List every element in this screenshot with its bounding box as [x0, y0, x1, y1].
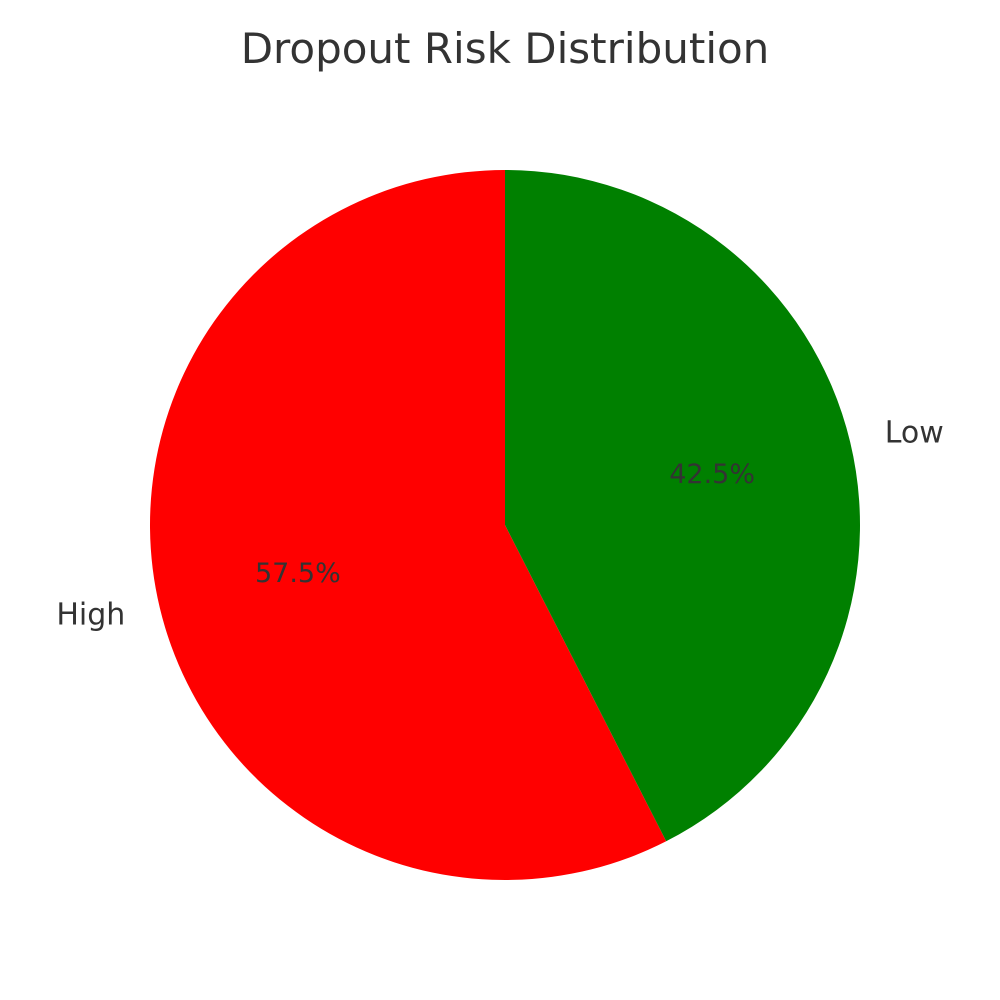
slice-label-high: High — [56, 598, 125, 633]
chart-title: Dropout Risk Distribution — [241, 24, 770, 73]
pie-slice-high — [149, 170, 667, 880]
pie-slice-low — [505, 170, 860, 842]
pie-labels: High 57.5% Low 42.5% — [56, 415, 943, 632]
pie-slices — [149, 170, 860, 880]
slice-percent-high: 57.5% — [255, 558, 341, 589]
slice-percent-low: 42.5% — [669, 459, 755, 490]
slice-label-low: Low — [885, 415, 944, 450]
